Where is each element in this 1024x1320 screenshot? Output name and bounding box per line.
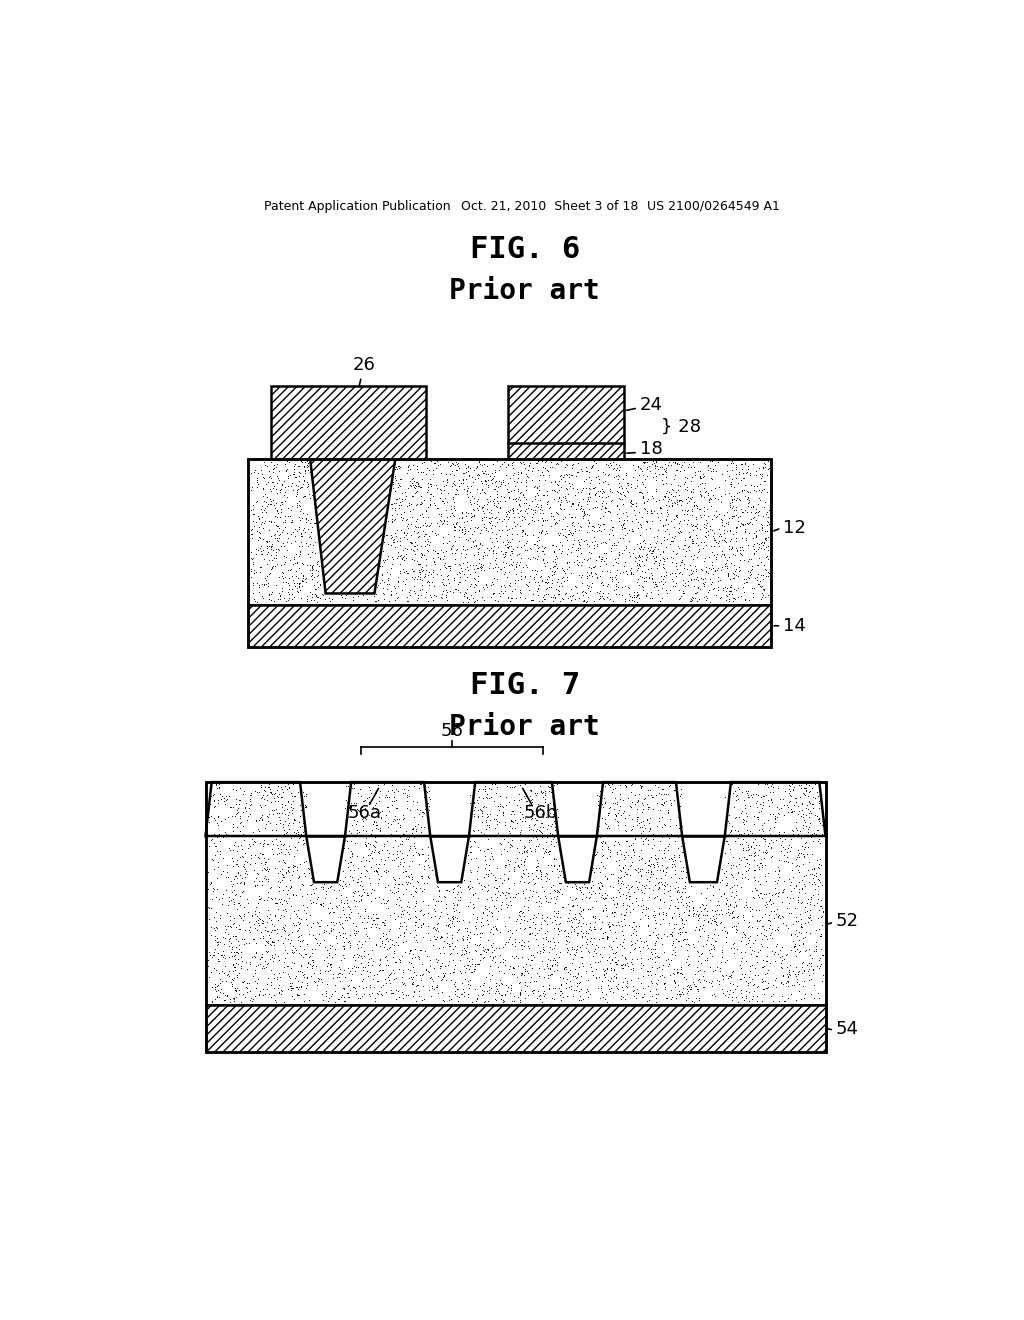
Polygon shape	[306, 836, 345, 882]
Polygon shape	[682, 836, 725, 882]
Text: 52: 52	[836, 912, 858, 929]
Text: 56: 56	[440, 722, 463, 739]
Text: 18: 18	[640, 441, 663, 458]
FancyBboxPatch shape	[206, 1006, 825, 1052]
FancyBboxPatch shape	[248, 459, 771, 605]
Text: 12: 12	[783, 519, 806, 537]
Text: FIG. 6: FIG. 6	[470, 235, 580, 264]
FancyBboxPatch shape	[508, 385, 624, 459]
Text: 56a: 56a	[347, 804, 381, 822]
Polygon shape	[558, 836, 597, 882]
FancyBboxPatch shape	[271, 385, 426, 459]
Text: 14: 14	[783, 616, 806, 635]
Text: US 2100/0264549 A1: US 2100/0264549 A1	[647, 199, 780, 213]
Polygon shape	[310, 459, 395, 594]
Text: FIG. 7: FIG. 7	[470, 672, 580, 701]
FancyBboxPatch shape	[206, 781, 825, 1006]
Text: 56b: 56b	[523, 804, 558, 822]
FancyBboxPatch shape	[248, 605, 771, 647]
Text: Oct. 21, 2010  Sheet 3 of 18: Oct. 21, 2010 Sheet 3 of 18	[461, 199, 639, 213]
Text: Prior art: Prior art	[450, 713, 600, 741]
Polygon shape	[430, 836, 469, 882]
Text: Patent Application Publication: Patent Application Publication	[263, 199, 451, 213]
Text: Prior art: Prior art	[450, 277, 600, 305]
Text: 54: 54	[836, 1019, 858, 1038]
Text: } 28: } 28	[662, 417, 701, 436]
Text: 24: 24	[640, 396, 663, 413]
Text: 26: 26	[349, 356, 376, 425]
